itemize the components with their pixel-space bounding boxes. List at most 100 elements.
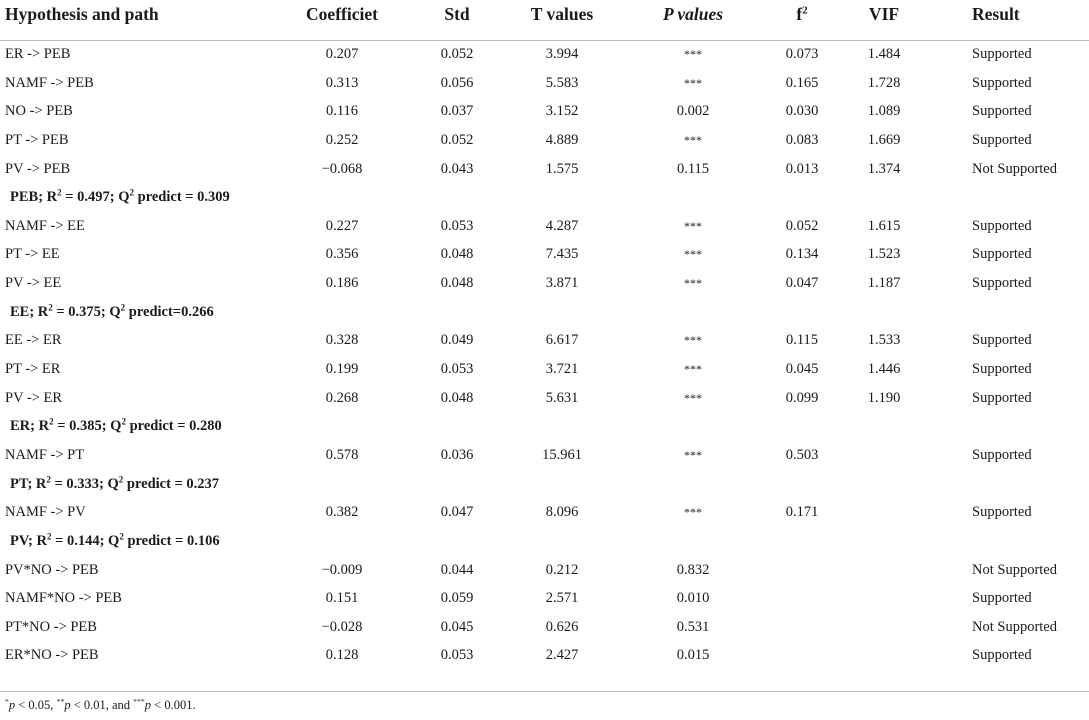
table-row: PT*NO -> PEB −0.028 0.045 0.626 0.531 Not Sup…	[0, 613, 1089, 642]
cell-p-value: 0.015	[676, 647, 710, 664]
cell-t-value: 3.152	[545, 103, 579, 120]
section-summary: EE; R2 = 0.375; Q2 predict=0.266	[10, 298, 214, 327]
section-row: PV; R2 = 0.144; Q2 predict = 0.106	[0, 527, 1089, 556]
cell-f2: 0.013	[785, 160, 819, 177]
cell-t-value: 3.994	[545, 46, 579, 62]
cell-result: Not Supported	[972, 160, 1057, 177]
table-body: ER -> PEB 0.207 0.052 3.994 *** 0.073 1.484 Sup…	[0, 40, 1089, 670]
table-bottom-rule	[0, 691, 1089, 692]
section-summary-part: PT; R	[10, 475, 47, 492]
cell-path: NAMF -> PV	[5, 504, 86, 521]
table-row: ER*NO -> PEB 0.128 0.053 2.427 0.015 Supporte…	[0, 641, 1089, 670]
section-summary-part: = 0.497; Q	[61, 189, 130, 206]
cell-t-value: 6.617	[545, 332, 579, 349]
cell-path: PV -> EE	[5, 275, 62, 292]
table-row: PV -> PEB −0.068 0.043 1.575 0.115 0.013 1.374…	[0, 155, 1089, 184]
cell-result: Supported	[972, 275, 1032, 292]
cell-std: 0.059	[440, 590, 474, 607]
cell-coefficient: 0.268	[325, 389, 359, 406]
header-result: Result	[972, 4, 1020, 24]
section-summary-part: predict = 0.309	[134, 189, 230, 206]
section-summary-sup: 2	[129, 187, 135, 198]
cell-result: Supported	[972, 246, 1032, 263]
table-row: NO -> PEB 0.116 0.037 3.152 0.002 0.030 1.089 S…	[0, 97, 1089, 126]
table-row: PV -> EE 0.186 0.048 3.871 *** 0.047 1.187 Supp…	[0, 269, 1089, 298]
footnote-p-2: p	[64, 698, 71, 712]
footnote-p-1: p	[8, 698, 16, 712]
cell-std: 0.053	[440, 647, 474, 664]
header-f2-sup: 2	[802, 4, 808, 17]
footnote-text-1: < 0.05,	[15, 698, 57, 712]
cell-coefficient: 0.382	[325, 504, 359, 521]
section-summary-part: predict = 0.237	[123, 475, 220, 492]
cell-f2: 0.047	[785, 275, 819, 292]
table-row: ER -> PEB 0.207 0.052 3.994 *** 0.073 1.484 Sup…	[0, 40, 1089, 69]
cell-vif: 1.374	[867, 160, 901, 177]
cell-t-value: 0.212	[545, 561, 579, 578]
cell-result: Supported	[972, 131, 1032, 148]
section-summary-part: PEB; R	[10, 189, 58, 206]
table-row: PT -> EE 0.356 0.048 7.435 *** 0.134 1.523 Supp…	[0, 240, 1089, 269]
cell-path: NAMF*NO -> PEB	[5, 590, 122, 607]
cell-coefficient: 0.116	[325, 103, 359, 120]
cell-f2: 0.115	[785, 332, 819, 349]
cell-path: PV -> ER	[5, 389, 63, 406]
cell-path: NAMF -> PT	[5, 446, 85, 463]
cell-path: ER -> PEB	[5, 46, 71, 62]
section-summary-sup: 2	[48, 302, 53, 313]
cell-vif: 1.089	[867, 103, 901, 120]
cell-vif: 1.615	[867, 217, 901, 234]
section-summary-sup: 2	[57, 187, 62, 198]
cell-path: NO -> PEB	[5, 103, 73, 120]
cell-result: Supported	[972, 332, 1032, 349]
cell-vif: 1.446	[867, 361, 901, 378]
cell-p-value: ***	[684, 132, 702, 147]
table-row: NAMF -> PV 0.382 0.047 8.096 *** 0.171 Support…	[0, 498, 1089, 527]
cell-std: 0.048	[440, 275, 474, 292]
cell-coefficient: −0.009	[321, 561, 363, 578]
cell-std: 0.056	[440, 74, 474, 91]
cell-p-value: 0.002	[676, 103, 710, 120]
cell-vif: 1.484	[867, 46, 901, 62]
cell-result: Supported	[972, 74, 1032, 91]
cell-coefficient: 0.356	[325, 246, 359, 263]
cell-coefficient: 0.151	[325, 590, 359, 607]
header-vif: VIF	[868, 4, 900, 24]
cell-result: Supported	[972, 389, 1032, 406]
cell-std: 0.053	[440, 361, 474, 378]
section-summary-part: = 0.375; Q	[52, 303, 121, 320]
cell-result: Supported	[972, 361, 1032, 378]
cell-coefficient: 0.199	[325, 361, 359, 378]
header-coefficient: Coefficiet	[306, 4, 378, 24]
cell-std: 0.053	[440, 217, 474, 234]
cell-coefficient: 0.328	[325, 332, 359, 349]
section-summary-sup: 2	[121, 416, 126, 427]
cell-coefficient: 0.186	[325, 275, 359, 292]
cell-coefficient: 0.313	[325, 74, 359, 91]
cell-std: 0.052	[440, 131, 474, 148]
cell-std: 0.044	[440, 561, 474, 578]
section-summary-sup: 2	[46, 474, 51, 485]
header-path: Hypothesis and path	[5, 4, 159, 24]
cell-std: 0.037	[440, 103, 474, 120]
table-row: PV*NO -> PEB −0.009 0.044 0.212 0.832 Not Sup…	[0, 556, 1089, 585]
table-row: PT -> PEB 0.252 0.052 4.889 *** 0.083 1.669 Sup…	[0, 126, 1089, 155]
table-row: NAMF*NO -> PEB 0.151 0.059 2.571 0.010 Suppor…	[0, 584, 1089, 613]
cell-path: EE -> ER	[5, 332, 62, 349]
cell-t-value: 5.583	[545, 74, 579, 91]
cell-result: Not Supported	[972, 561, 1057, 578]
cell-path: PT*NO -> PEB	[5, 618, 97, 635]
cell-coefficient: 0.252	[325, 131, 359, 148]
section-summary-sup: 2	[120, 302, 126, 313]
footnote-text-3: < 0.001.	[151, 698, 196, 712]
table-row: NAMF -> EE 0.227 0.053 4.287 *** 0.052 1.615 Su…	[0, 212, 1089, 241]
cell-t-value: 3.871	[545, 275, 579, 292]
section-summary-part: predict = 0.106	[123, 532, 220, 549]
cell-t-value: 4.287	[545, 217, 579, 234]
cell-p-value: ***	[684, 505, 702, 520]
table-row: NAMF -> PT 0.578 0.036 15.961 *** 0.503 Suppor…	[0, 441, 1089, 470]
header-t-values: T values	[530, 4, 594, 24]
cell-result: Not Supported	[972, 618, 1057, 635]
cell-result: Supported	[972, 46, 1032, 62]
cell-p-value: ***	[684, 447, 702, 462]
